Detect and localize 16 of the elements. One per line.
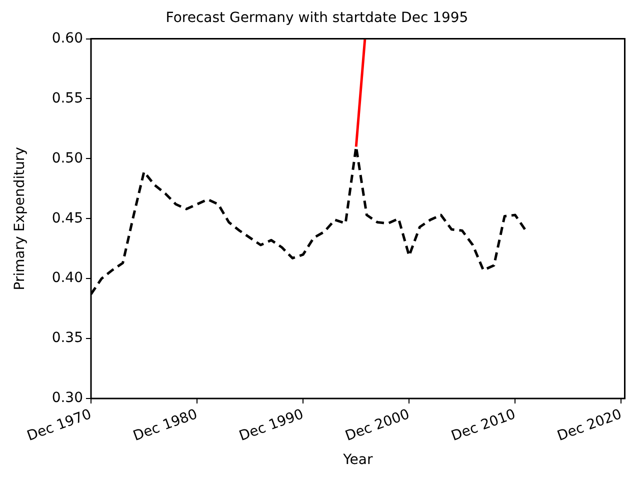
x-tick-label: Dec 2020 <box>555 406 624 444</box>
x-tick-label: Dec 1990 <box>237 406 306 444</box>
x-tick-label: Dec 2010 <box>449 406 518 444</box>
y-tick-label: 0.50 <box>52 150 83 166</box>
y-tick-label: 0.35 <box>52 330 83 346</box>
chart-title: Forecast Germany with startdate Dec 1995 <box>166 10 468 26</box>
y-tick-label: 0.40 <box>52 270 83 286</box>
x-axis-title: Year <box>342 452 373 468</box>
y-tick-label: 0.55 <box>52 90 83 106</box>
y-tick-label: 0.45 <box>52 210 83 226</box>
x-tick-label: Dec 1970 <box>25 406 94 444</box>
x-tick-label: Dec 2000 <box>343 406 412 444</box>
x-tick-label: Dec 1980 <box>131 406 200 444</box>
y-tick-label: 0.60 <box>52 30 83 46</box>
y-tick-label: 0.30 <box>52 390 83 406</box>
y-axis-title: Primary Expenditury <box>12 147 28 290</box>
